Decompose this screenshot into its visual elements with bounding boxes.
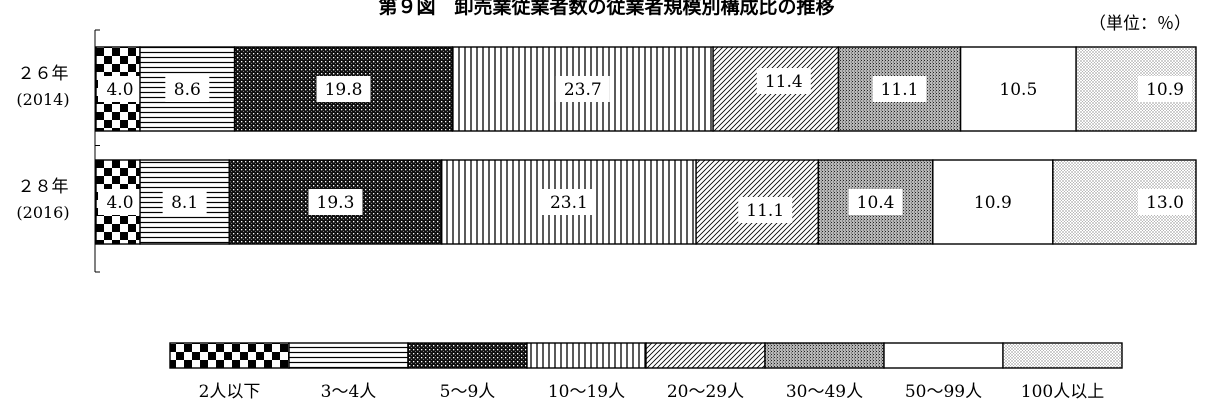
data-label: 8.1 (171, 193, 198, 213)
bars: 4.0 8.6 19.8 23.7 11.4 11.1 10.5 10.9 4.0 8.1 19.3… (95, 46, 1197, 245)
category-label: ２６年 (18, 64, 69, 84)
category-labels: ２６年 (2014) ２８年 (2016) (16, 64, 69, 222)
data-label: 10.5 (999, 80, 1037, 100)
legend-label: 10～19人 (548, 382, 625, 402)
data-label: 10.4 (857, 193, 895, 213)
data-label-box (991, 76, 1046, 102)
data-label-box (848, 189, 903, 215)
legend-swatch-100 (1002, 342, 1123, 369)
data-label-box (316, 76, 371, 102)
data-label: 8.6 (174, 80, 201, 100)
data-label: 23.1 (550, 193, 588, 213)
data-label: 19.3 (317, 193, 355, 213)
legend-swatch-10-19 (526, 342, 647, 369)
data-label-box (98, 189, 143, 215)
legend-label: 100人以上 (1021, 382, 1104, 402)
data-label: 4.0 (106, 80, 133, 100)
chart-title: 第９図 卸売業従業者数の従業者規模別構成比の推移 (378, 0, 835, 18)
data-label-box (555, 76, 610, 102)
legend-swatch-2 (169, 342, 290, 369)
data-label-box (162, 189, 207, 215)
data-label: 13.0 (1146, 193, 1184, 213)
data-label-box (738, 197, 793, 223)
data-label-box (541, 189, 596, 215)
unit-note: （単位：％） (1089, 14, 1191, 34)
legend-label: 2人以下 (199, 382, 261, 402)
data-label: 11.1 (746, 201, 784, 221)
data-label: 4.0 (106, 193, 133, 213)
data-label-box (872, 76, 927, 102)
legend: 2人以下 3～4人 5～9人 10～19人 20～29人 30～49人 50～99人 100人… (169, 342, 1123, 402)
data-label-box (1138, 76, 1192, 102)
data-label-box (1138, 189, 1192, 215)
data-label: 23.7 (564, 80, 602, 100)
data-label: 11.4 (765, 72, 803, 92)
legend-label: 3～4人 (321, 382, 377, 402)
legend-swatch-5-9 (407, 342, 528, 369)
legend-label: 50～99人 (905, 382, 982, 402)
data-label-box (756, 68, 811, 94)
data-label: 10.9 (974, 193, 1012, 213)
data-label-box (965, 189, 1020, 215)
legend-swatch-3-4 (288, 342, 409, 369)
data-label: 19.8 (325, 80, 363, 100)
legend-swatch-20-29 (645, 342, 766, 369)
data-label-box (165, 76, 210, 102)
category-label: ２８年 (18, 177, 69, 197)
legend-label: 30～49人 (786, 382, 863, 402)
category-axis (94, 29, 100, 273)
legend-swatch-50-99 (883, 342, 1004, 369)
data-label-box (98, 76, 142, 102)
category-sublabel: (2014) (16, 90, 69, 109)
legend-label: 5～9人 (440, 382, 496, 402)
data-label: 11.1 (881, 80, 919, 100)
category-sublabel: (2016) (16, 203, 69, 222)
legend-label: 20～29人 (667, 382, 744, 402)
legend-swatch-30-49 (764, 342, 885, 369)
data-label-box (308, 189, 363, 215)
data-label: 10.9 (1146, 80, 1184, 100)
